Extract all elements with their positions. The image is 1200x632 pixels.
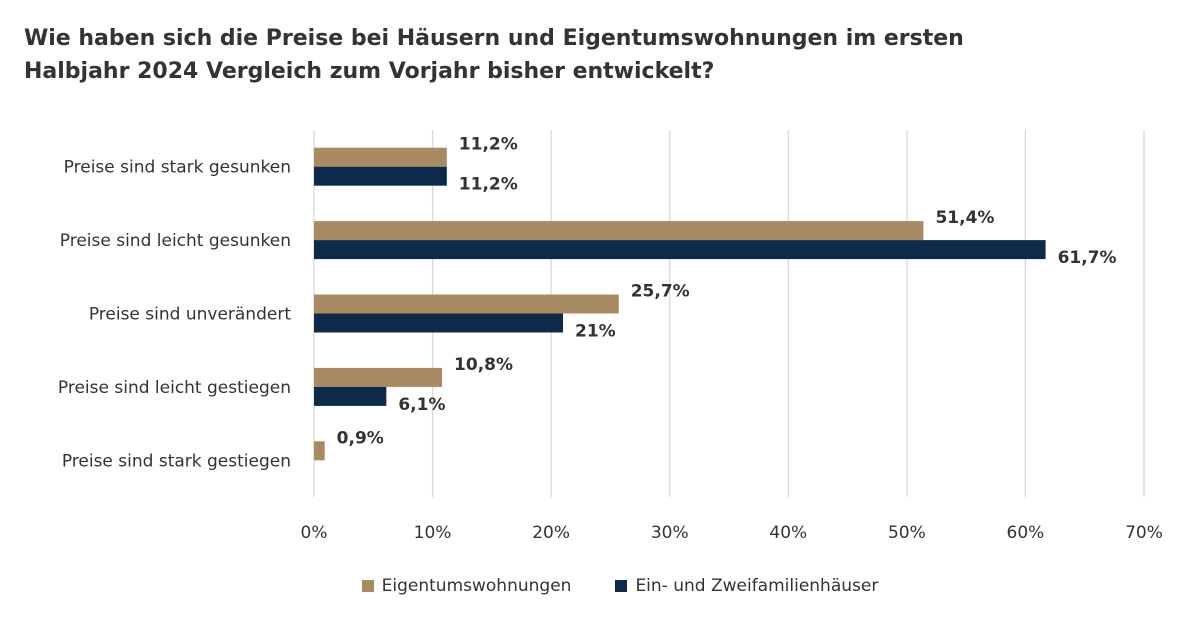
category-axis-labels: Preise sind stark gesunken Preise sind le…: [58, 158, 291, 472]
category-label-4: Preise sind stark gestiegen: [62, 451, 291, 471]
category-label-0: Preise sind stark gesunken: [64, 158, 291, 178]
legend: Eigentumswohnungen Ein- und Zweifamilien…: [0, 576, 1200, 596]
data-label-eigentumswohnungen-3: 10,8%: [454, 355, 513, 375]
bar-eigentumswohnungen-3: [314, 367, 443, 387]
data-labels: 11,2% 11,2% 51,4% 61,7% 25,7% 21% 10,8% 6,1% 0,9…: [337, 135, 1117, 449]
x-tick-label-5: 50%: [888, 523, 926, 543]
legend-swatch-haeuser: [615, 580, 628, 592]
chart-title-line-2: Halbjahr 2024 Vergleich zum Vorjahr bish…: [24, 59, 715, 84]
category-label-3: Preise sind leicht gestiegen: [58, 378, 291, 398]
x-tick-label-2: 20%: [532, 523, 570, 543]
x-tick-label-3: 30%: [651, 523, 689, 543]
bar-eigentumswohnungen-0: [314, 147, 447, 167]
legend-item-eigentumswohnungen: Eigentumswohnungen: [361, 576, 572, 596]
legend-swatch-eigentumswohnungen: [361, 580, 374, 592]
chart-title: Wie haben sich die Preise bei Häusern un…: [24, 22, 1124, 88]
bar-haeuser-1: [314, 240, 1046, 260]
data-label-haeuser-2: 21%: [575, 322, 616, 342]
bar-eigentumswohnungen-1: [314, 221, 924, 241]
x-tick-label-7: 70%: [1125, 523, 1163, 543]
bar-haeuser-3: [314, 386, 387, 406]
data-label-eigentumswohnungen-2: 25,7%: [631, 282, 690, 302]
category-label-1: Preise sind leicht gesunken: [60, 231, 291, 251]
legend-label-haeuser: Ein- und Zweifamilienhäuser: [635, 576, 879, 596]
data-label-eigentumswohnungen-0: 11,2%: [459, 135, 518, 155]
x-tick-label-1: 10%: [414, 523, 452, 543]
x-tick-label-6: 60%: [1007, 523, 1045, 543]
bar-eigentumswohnungen-4: [314, 441, 325, 461]
bar-haeuser-0: [314, 166, 447, 186]
x-tick-label-4: 40%: [769, 523, 807, 543]
bar-eigentumswohnungen-2: [314, 294, 619, 314]
bar-chart: 11,2% 11,2% 51,4% 61,7% 25,7% 21% 10,8% 6,1% 0,9…: [58, 130, 1163, 543]
category-label-2: Preise sind unverändert: [89, 305, 292, 325]
bar-haeuser-2: [314, 313, 563, 333]
value-axis-labels: 0% 10% 20% 30% 40% 50% 60% 70%: [301, 523, 1163, 543]
chart-title-line-1: Wie haben sich die Preise bei Häusern un…: [24, 26, 964, 51]
data-label-eigentumswohnungen-4: 0,9%: [337, 428, 384, 448]
legend-item-haeuser: Ein- und Zweifamilienhäuser: [615, 576, 878, 596]
data-label-eigentumswohnungen-1: 51,4%: [935, 208, 994, 228]
legend-label-eigentumswohnungen: Eigentumswohnungen: [381, 576, 572, 596]
data-label-haeuser-3: 6,1%: [398, 395, 445, 415]
data-label-haeuser-0: 11,2%: [459, 175, 518, 195]
bars: [314, 147, 1046, 461]
x-tick-label-0: 0%: [301, 523, 328, 543]
data-label-haeuser-1: 61,7%: [1058, 248, 1117, 268]
